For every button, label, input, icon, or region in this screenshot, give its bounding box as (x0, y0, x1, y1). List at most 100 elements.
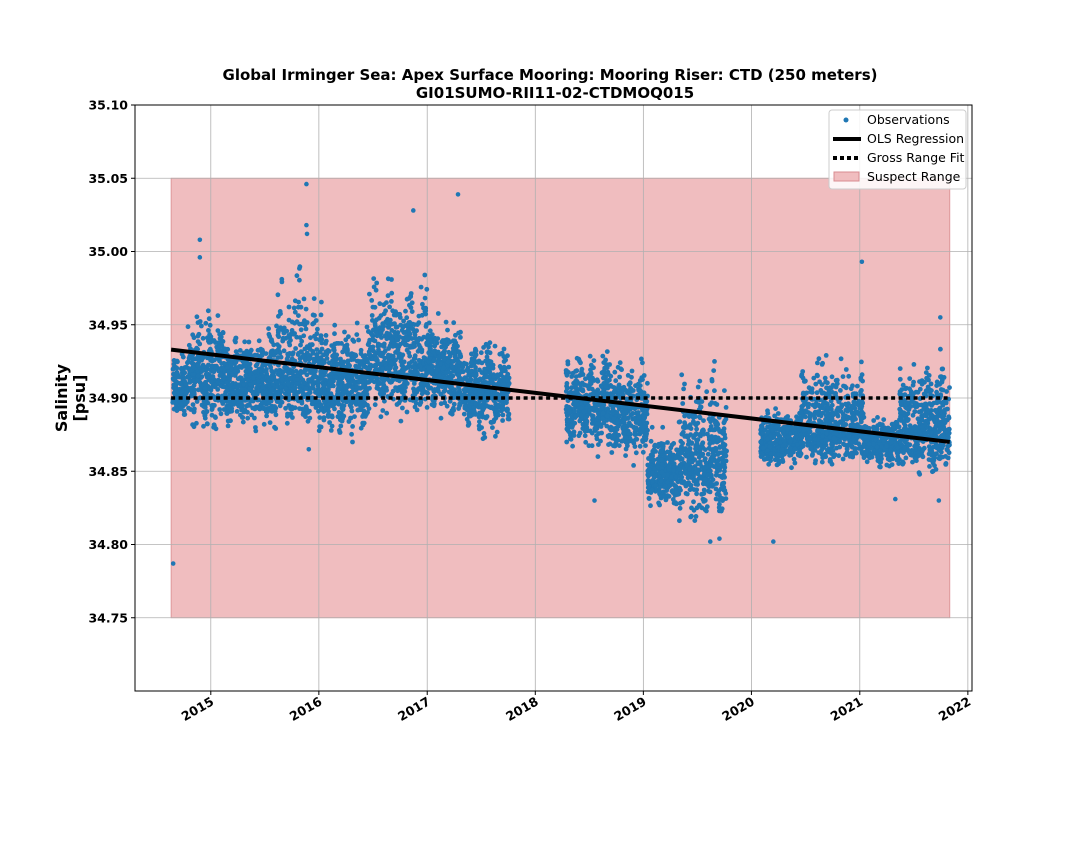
observation-point (303, 414, 308, 420)
observation-point (452, 387, 458, 393)
observation-point (623, 453, 628, 458)
observation-point (684, 491, 690, 497)
observation-point (286, 304, 292, 310)
observation-point (188, 385, 193, 391)
observation-point (204, 409, 210, 414)
observation-point (420, 301, 425, 307)
observation-point (237, 348, 243, 353)
observation-point (227, 382, 233, 388)
observation-point (328, 428, 334, 433)
observation-point (601, 375, 606, 381)
observation-point (401, 318, 406, 324)
observation-point (209, 403, 215, 408)
observation-point (434, 386, 440, 392)
observation-point (456, 376, 462, 382)
observation-point (583, 415, 589, 420)
observation-point (280, 377, 285, 383)
observation-point (292, 385, 298, 391)
observation-point (253, 428, 259, 434)
observation-point (263, 369, 269, 375)
observation-point (317, 393, 323, 399)
observation-point (405, 365, 411, 370)
observation-point (314, 352, 319, 358)
observation-point (228, 363, 234, 368)
observation-point (195, 376, 201, 382)
observation-point (284, 356, 290, 362)
observation-point (633, 450, 639, 456)
observation-point (590, 413, 596, 419)
observation-point (465, 407, 470, 413)
observation-point (721, 459, 727, 464)
observation-point (659, 462, 665, 467)
observation-point (494, 429, 500, 435)
observation-point (648, 503, 653, 509)
observation-point (680, 401, 686, 406)
observation-point (303, 386, 309, 391)
observation-point (229, 408, 235, 414)
observation-point (315, 379, 321, 384)
observation-point (218, 411, 224, 417)
observation-point (716, 462, 721, 467)
observation-point (567, 409, 572, 415)
observation-point (245, 402, 251, 408)
observation-point (674, 490, 679, 495)
observation-point (758, 439, 764, 445)
observation-point (386, 331, 392, 337)
observation-point (241, 407, 247, 412)
observation-point (397, 311, 403, 317)
observation-point (372, 338, 378, 344)
observation-point (286, 412, 292, 418)
observation-point (179, 366, 184, 372)
observation-point (629, 368, 635, 374)
observation-point (203, 367, 208, 373)
observation-point (372, 304, 378, 310)
observation-point (781, 438, 787, 443)
observation-point (326, 414, 331, 419)
observation-point (626, 382, 632, 387)
observation-point (232, 369, 238, 374)
observation-point (774, 437, 780, 443)
observation-point (632, 432, 638, 437)
observation-point (356, 358, 361, 364)
observation-point (677, 500, 683, 506)
observation-point (278, 384, 284, 390)
observation-point (386, 319, 392, 325)
observation-point (564, 368, 570, 374)
observation-point (206, 316, 212, 322)
observation-point (260, 349, 266, 354)
observation-point (190, 402, 196, 407)
observation-point (192, 387, 197, 393)
observation-point (313, 399, 319, 404)
observation-point (449, 411, 455, 417)
observation-point (365, 342, 371, 347)
observation-point (484, 403, 489, 408)
observation-point (484, 374, 489, 380)
observation-point (218, 383, 223, 388)
observation-point (282, 364, 288, 370)
observation-point (272, 408, 278, 414)
observation-point (377, 301, 383, 307)
observation-point (596, 411, 601, 416)
observation-point (600, 410, 606, 416)
observation-point (461, 387, 467, 393)
observation-point (262, 362, 268, 368)
observation-point (450, 346, 456, 351)
observation-point (397, 334, 402, 340)
observation-point (641, 373, 647, 378)
observation-point (620, 438, 625, 444)
observation-point (665, 440, 670, 445)
observation-point (331, 345, 337, 351)
observation-point (838, 356, 844, 362)
observation-point (709, 481, 714, 487)
observation-point (331, 383, 336, 389)
observation-point (719, 437, 724, 443)
observation-point (401, 339, 406, 345)
observation-point (312, 369, 318, 375)
observation-point (635, 410, 641, 415)
observation-point (378, 329, 384, 335)
observation-point (717, 468, 723, 473)
observation-point (677, 463, 683, 468)
observation-point (338, 383, 343, 389)
observation-point (182, 399, 187, 405)
observation-point (678, 487, 683, 493)
